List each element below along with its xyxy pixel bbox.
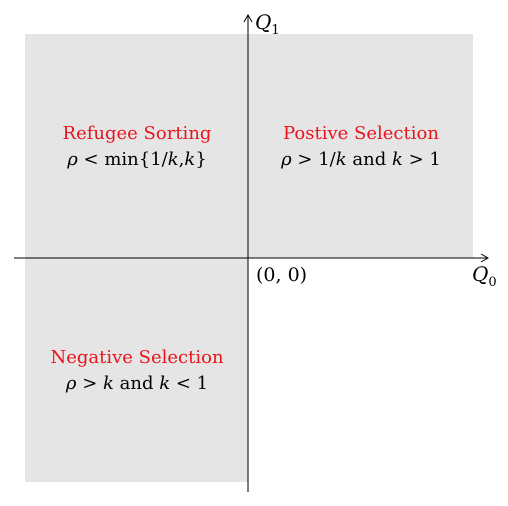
positive-selection-region: [248, 34, 473, 258]
refugee-sorting-region: [25, 34, 248, 258]
x-axis-label: Q0: [472, 262, 497, 290]
positive-selection-title: Postive Selection: [283, 123, 439, 144]
negative-selection-region: [25, 258, 248, 482]
negative-selection-condition: ρ > k and k < 1: [65, 373, 208, 394]
x-axis-arrowhead: [480, 253, 490, 263]
origin-label: (0, 0): [256, 264, 307, 286]
positive-selection-condition: ρ > 1/k and k > 1: [280, 149, 441, 170]
y-axis-arrowhead: [243, 13, 253, 23]
negative-selection-title: Negative Selection: [50, 347, 223, 368]
refugee-sorting-title: Refugee Sorting: [63, 123, 212, 144]
y-axis-label: Q1: [255, 10, 280, 38]
refugee-sorting-condition: ρ < min{1/k,k}: [66, 149, 207, 170]
